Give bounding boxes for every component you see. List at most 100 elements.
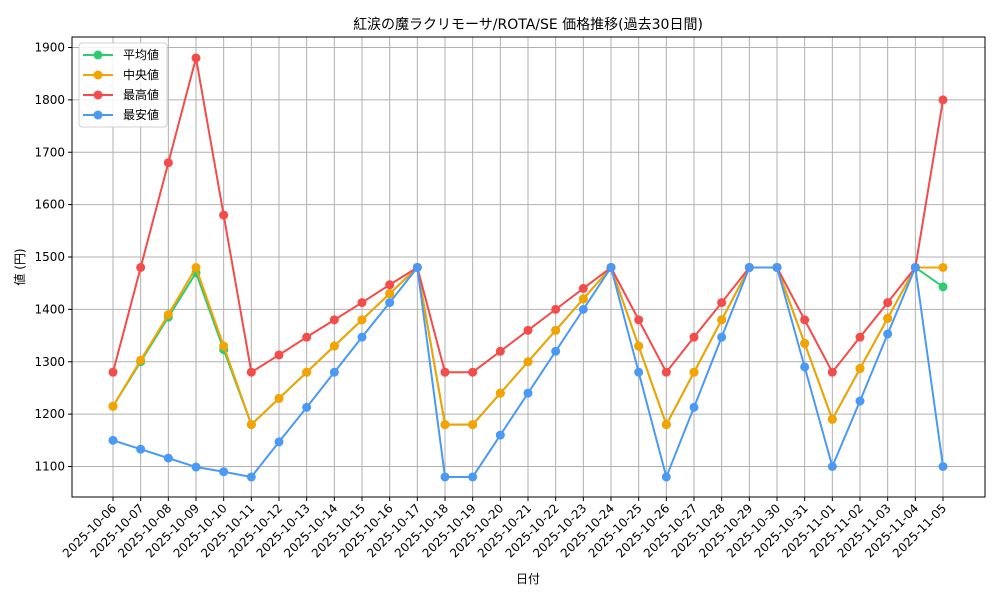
- data-point: [329, 367, 339, 377]
- data-point: [523, 388, 533, 398]
- data-point: [523, 357, 533, 367]
- y-tick-label: 1700: [34, 145, 65, 159]
- series-lines: [108, 53, 948, 482]
- data-point: [468, 367, 478, 377]
- data-point: [661, 472, 671, 482]
- data-point: [468, 420, 478, 430]
- data-point: [717, 298, 727, 308]
- data-point: [495, 346, 505, 356]
- data-point: [163, 158, 173, 168]
- data-point: [938, 282, 948, 292]
- legend-entry: 最安値: [83, 107, 159, 122]
- plot-frame: [71, 36, 986, 498]
- data-point: [717, 332, 727, 342]
- legend-marker-icon: [93, 50, 103, 60]
- data-point: [163, 453, 173, 463]
- data-point: [385, 280, 395, 290]
- data-point: [246, 420, 256, 430]
- data-point: [523, 325, 533, 335]
- series-最安値: [108, 262, 948, 482]
- y-tick-label: 1200: [34, 407, 65, 421]
- legend-marker-icon: [93, 70, 103, 80]
- data-point: [357, 298, 367, 308]
- y-tick-label: 1500: [34, 250, 65, 264]
- legend-entry: 平均値: [83, 47, 159, 62]
- data-point: [302, 402, 312, 412]
- data-point: [855, 332, 865, 342]
- x-axis-label: 日付: [516, 572, 540, 586]
- data-point: [661, 420, 671, 430]
- y-tick-label: 1800: [34, 93, 65, 107]
- y-axis-label: 値 (円): [12, 248, 27, 285]
- data-point: [108, 367, 118, 377]
- data-point: [219, 467, 229, 477]
- data-point: [744, 262, 754, 272]
- y-tick-label: 1900: [34, 41, 65, 55]
- data-point: [136, 355, 146, 365]
- data-point: [717, 315, 727, 325]
- data-point: [910, 262, 920, 272]
- data-point: [357, 315, 367, 325]
- data-point: [827, 367, 837, 377]
- data-point: [274, 437, 284, 447]
- data-point: [191, 462, 201, 472]
- data-point: [772, 262, 782, 272]
- data-point: [883, 298, 893, 308]
- data-point: [108, 435, 118, 445]
- y-tick-label: 1100: [34, 460, 65, 474]
- data-point: [827, 462, 837, 471]
- data-point: [385, 298, 395, 308]
- data-point: [800, 315, 810, 325]
- data-point: [827, 414, 837, 424]
- data-point: [440, 472, 450, 482]
- data-point: [938, 462, 948, 471]
- y-tick-label: 1600: [34, 198, 65, 212]
- data-point: [440, 420, 450, 430]
- data-point: [634, 367, 644, 377]
- data-point: [191, 53, 201, 63]
- data-point: [855, 364, 865, 374]
- data-point: [800, 362, 810, 372]
- data-point: [191, 262, 201, 272]
- y-tick-label: 1300: [34, 355, 65, 369]
- data-point: [634, 315, 644, 325]
- data-point: [578, 283, 588, 293]
- legend-marker-icon: [93, 110, 103, 120]
- data-point: [163, 310, 173, 320]
- data-point: [219, 210, 229, 220]
- data-point: [883, 313, 893, 323]
- data-point: [329, 341, 339, 351]
- legend-box: [78, 42, 168, 128]
- chart-title: 紅涙の魔ラクリモーサ/ROTA/SE 価格推移(過去30日間): [353, 16, 703, 33]
- data-point: [689, 367, 699, 377]
- data-point: [551, 304, 561, 314]
- data-point: [468, 472, 478, 482]
- data-point: [136, 262, 146, 272]
- legend-marker-icon: [93, 90, 103, 100]
- data-point: [302, 332, 312, 342]
- x-axis-ticks: 2025-10-062025-10-072025-10-082025-10-09…: [60, 497, 949, 560]
- data-point: [661, 367, 671, 377]
- data-point: [219, 341, 229, 351]
- legend-label: 中央値: [123, 67, 159, 82]
- data-point: [440, 367, 450, 377]
- data-point: [495, 388, 505, 398]
- data-point: [495, 430, 505, 440]
- data-point: [634, 341, 644, 351]
- data-point: [246, 367, 256, 377]
- data-point: [551, 325, 561, 335]
- data-point: [578, 304, 588, 314]
- data-point: [385, 289, 395, 299]
- y-axis-ticks: 1100 1200 1300 1400 1500 1600 1700 1800 1900: [34, 41, 72, 474]
- data-point: [578, 294, 588, 304]
- data-point: [412, 262, 422, 272]
- data-point: [551, 346, 561, 356]
- data-point: [108, 401, 118, 411]
- data-point: [274, 350, 284, 360]
- data-point: [689, 332, 699, 342]
- data-point: [246, 472, 256, 482]
- data-point: [938, 95, 948, 105]
- data-point: [800, 338, 810, 348]
